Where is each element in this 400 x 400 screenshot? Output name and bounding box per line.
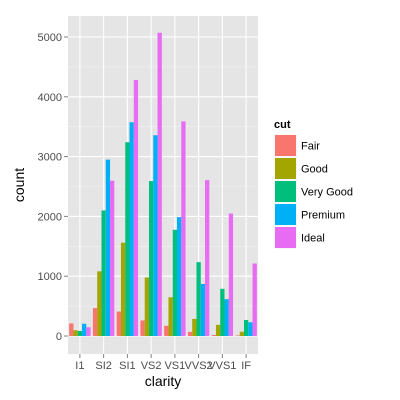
x-tick-label: SI2	[95, 360, 112, 372]
bar	[200, 283, 206, 336]
legend-swatch	[275, 135, 296, 156]
bar	[164, 325, 169, 336]
bar	[144, 277, 149, 336]
legend-label: Very Good	[301, 187, 353, 199]
legend-swatch	[275, 181, 296, 202]
bar	[77, 330, 83, 336]
bar	[133, 79, 139, 336]
bar	[69, 323, 74, 336]
y-axis: 0 1000 2000 3000 4000 5000	[38, 32, 68, 343]
bar	[220, 288, 225, 336]
bars	[69, 32, 257, 336]
legend: cut Fair Good Very Good Premium Ideal	[273, 119, 353, 250]
bar	[110, 180, 115, 336]
bar	[243, 319, 249, 336]
bar	[168, 297, 173, 336]
bar	[73, 330, 78, 336]
y-tick-label: 2000	[38, 211, 62, 223]
bar	[92, 308, 98, 336]
bar	[82, 323, 87, 336]
x-tick-label: SI1	[119, 360, 136, 372]
legend-label: Premium	[301, 210, 345, 222]
bar	[101, 210, 106, 336]
bar	[224, 299, 229, 336]
bar	[116, 311, 121, 336]
legend-label: Ideal	[301, 233, 325, 245]
legend-swatch	[275, 204, 296, 225]
y-tick-label: 3000	[38, 152, 62, 164]
bar	[235, 335, 240, 336]
bar	[129, 122, 134, 336]
x-axis-title: clarity	[145, 373, 182, 389]
y-tick-label: 5000	[38, 32, 62, 44]
x-tick-label: VS2	[141, 360, 162, 372]
bar	[140, 320, 145, 336]
y-tick-label: 4000	[38, 92, 62, 104]
bar	[196, 262, 201, 336]
bar	[148, 181, 154, 336]
legend-swatch	[275, 227, 296, 248]
x-tick-label: I1	[75, 360, 84, 372]
bar	[177, 217, 182, 336]
legend-title: cut	[274, 119, 291, 131]
bar	[187, 331, 193, 336]
bar	[211, 334, 216, 336]
legend-swatch	[275, 158, 296, 179]
x-tick-label: VVS2	[185, 360, 213, 372]
x-tick-label: VS1	[164, 360, 185, 372]
x-tick-label: IF	[241, 360, 251, 372]
legend-label: Good	[301, 164, 328, 176]
bar	[97, 271, 102, 336]
bar	[239, 331, 244, 336]
bar	[120, 242, 126, 336]
bar	[181, 121, 186, 336]
x-tick-label: VVS1	[208, 360, 236, 372]
y-tick-label: 0	[56, 331, 62, 343]
legend-label: Fair	[301, 141, 320, 153]
y-axis-title: count	[11, 168, 27, 202]
bar	[153, 135, 158, 336]
bar	[215, 324, 221, 336]
bar	[86, 327, 91, 336]
bar	[157, 32, 162, 336]
bar	[228, 213, 234, 336]
bar	[248, 322, 253, 336]
bar	[192, 318, 197, 336]
bar	[252, 263, 257, 336]
bar	[125, 142, 130, 336]
y-tick-label: 1000	[38, 271, 62, 283]
bar	[105, 159, 111, 336]
bar	[172, 229, 178, 336]
bar	[205, 180, 210, 336]
